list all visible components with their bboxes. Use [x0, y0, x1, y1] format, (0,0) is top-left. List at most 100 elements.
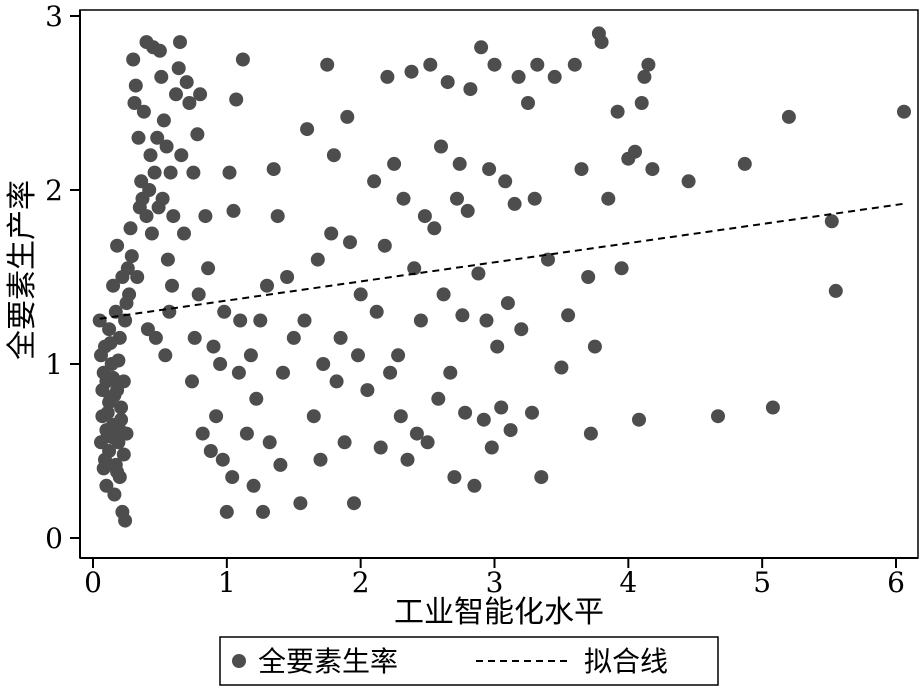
fit-line — [99, 202, 903, 320]
scatter-point — [521, 96, 535, 110]
scatter-point — [130, 270, 145, 284]
scatter-point — [369, 304, 384, 319]
scatter-point — [583, 426, 598, 441]
scatter-point — [637, 69, 652, 84]
scatter-point — [162, 304, 177, 319]
scatter-point — [561, 308, 576, 323]
scatter-point — [166, 209, 181, 224]
scatter-point — [479, 313, 494, 328]
scatter-point — [150, 130, 165, 145]
scatter-point — [530, 57, 545, 72]
y-axis-title: 全要素生产率 — [5, 180, 40, 360]
scatter-point — [360, 383, 375, 398]
scatter-point — [186, 165, 201, 180]
scatter-point — [174, 148, 189, 163]
scatter-point — [231, 365, 246, 380]
scatter-point — [143, 148, 158, 163]
scatter-point — [380, 69, 395, 84]
scatter-point — [503, 423, 518, 438]
points-layer — [92, 26, 911, 528]
scatter-point — [225, 470, 240, 485]
scatter-point — [610, 104, 625, 119]
scatter-point — [460, 203, 475, 218]
scatter-point — [154, 69, 169, 84]
scatter-point — [270, 209, 285, 224]
scatter-point — [467, 478, 482, 493]
scatter-point — [436, 287, 451, 302]
scatter-point — [373, 440, 388, 455]
scatter-point — [614, 261, 629, 276]
scatter-point — [476, 412, 491, 427]
scatter-point — [514, 322, 529, 337]
scatter-point — [383, 365, 398, 380]
y-tick-label: 2 — [45, 174, 63, 207]
scatter-point — [106, 370, 121, 385]
legend-box — [219, 636, 719, 686]
scatter-point — [828, 283, 843, 298]
scatter-point — [427, 221, 442, 236]
scatter-point — [400, 452, 415, 467]
scatter-point — [147, 165, 162, 180]
scatter-point — [681, 174, 696, 189]
y-axis-ticks: 0 1 2 3 — [45, 0, 80, 555]
scatter-point — [316, 357, 331, 371]
scatter-point — [396, 191, 411, 206]
scatter-point — [500, 296, 515, 311]
scatter-point — [276, 365, 290, 380]
scatter-point — [110, 464, 125, 479]
scatter-point — [122, 287, 137, 302]
scatter-point — [452, 156, 467, 171]
x-axis-ticks: 0 1 2 3 4 5 6 — [84, 558, 905, 599]
y-tick-label: 0 — [45, 522, 63, 555]
scatter-point — [152, 43, 167, 58]
scatter-point — [413, 313, 428, 328]
scatter-point — [209, 409, 224, 424]
scatter-point — [507, 196, 522, 211]
scatter-point — [213, 357, 228, 371]
scatter-point — [581, 270, 596, 284]
x-tick-label: 5 — [753, 566, 771, 599]
scatter-point — [417, 209, 432, 224]
scatter-point — [190, 127, 205, 142]
scatter-point — [163, 165, 178, 180]
scatter-point — [737, 156, 752, 171]
scatter-point — [601, 191, 616, 206]
scatter-point — [139, 209, 154, 224]
scatter-point — [482, 162, 497, 177]
scatter-point — [498, 174, 513, 189]
scatter-point — [114, 412, 129, 427]
scatter-point — [587, 339, 602, 354]
scatter-point — [455, 308, 470, 323]
scatter-point — [534, 470, 549, 485]
scatter-point — [765, 400, 780, 415]
scatter-point — [158, 348, 173, 363]
scatter-point — [111, 353, 126, 368]
scatter-point — [262, 435, 277, 450]
scatter-point — [160, 252, 175, 267]
scatter-point — [440, 75, 455, 90]
scatter-point — [126, 52, 141, 67]
scatter-point — [329, 374, 344, 389]
scatter-point — [99, 423, 114, 438]
scatter-point — [148, 330, 163, 345]
scatter-point — [447, 470, 462, 485]
scatter-point — [116, 447, 131, 462]
scatter-point — [256, 504, 270, 519]
scatter-point — [494, 400, 509, 415]
scatter-point — [123, 221, 138, 236]
scatter-point — [326, 148, 341, 163]
scatter-point — [233, 313, 248, 328]
scatter-point — [324, 226, 339, 241]
scatter-point — [458, 405, 473, 420]
scatter-point — [114, 400, 129, 415]
scatter-point — [333, 330, 348, 345]
scatter-point — [628, 144, 642, 159]
x-tick-label: 0 — [84, 566, 102, 599]
x-tick-label: 2 — [352, 566, 370, 599]
scatter-point — [144, 226, 159, 241]
scatter-point — [711, 409, 725, 424]
scatter-point — [527, 191, 542, 206]
scatter-point — [195, 426, 210, 441]
scatter-point — [632, 412, 646, 427]
